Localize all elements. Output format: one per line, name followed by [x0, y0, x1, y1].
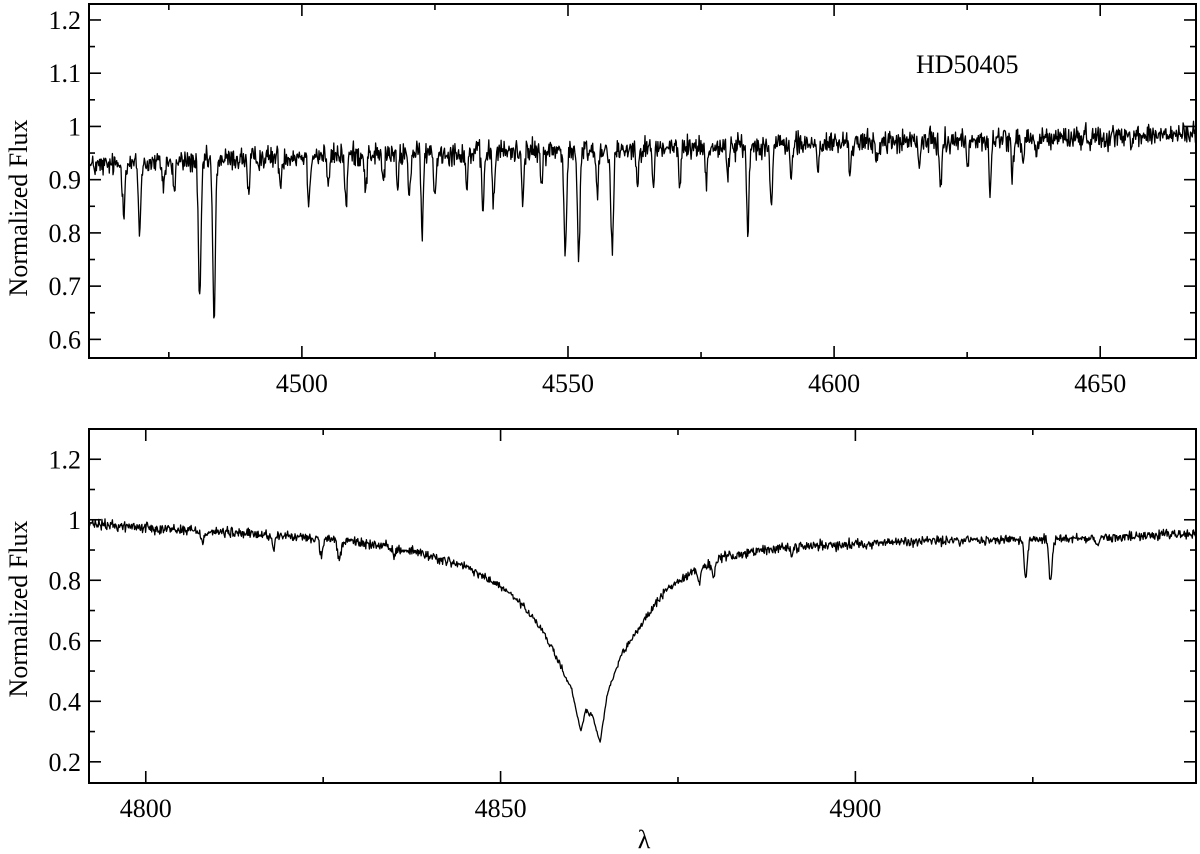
- y-tick-label: 1: [68, 112, 81, 141]
- y-tick-label: 1: [68, 506, 81, 535]
- bottom-panel: Normalized Flux λ 4800 4850 4900 0.2 0.4 0.6 0…: [4, 428, 1197, 854]
- plot-frame: [88, 3, 1197, 359]
- bottom-panel-ylabel: Normalized Flux: [4, 521, 33, 698]
- x-tick-label: 4650: [1074, 369, 1126, 398]
- bottom-panel-xlabel: λ: [638, 825, 651, 854]
- x-tick-label: 4850: [475, 794, 527, 823]
- y-tick-label: 0.8: [49, 566, 82, 595]
- x-tick-label: 4600: [808, 369, 860, 398]
- y-tick-label: 1.2: [49, 6, 82, 35]
- y-tick-label: 0.2: [49, 748, 82, 777]
- x-tick-label: 4800: [120, 794, 172, 823]
- y-tick-label: 0.9: [49, 166, 82, 195]
- x-tick-label: 4500: [276, 369, 328, 398]
- x-tick-label: 4550: [542, 369, 594, 398]
- y-tick-label: 1.2: [49, 445, 82, 474]
- star-name-annotation: HD50405: [916, 50, 1019, 79]
- y-tick-label: 1.1: [49, 59, 82, 88]
- spectrum-line: [89, 120, 1196, 319]
- top-panel-ylabel: Normalized Flux: [4, 120, 33, 297]
- y-tick-label: 0.4: [49, 687, 82, 716]
- y-tick-label: 0.6: [49, 325, 82, 354]
- plot-frame: [88, 428, 1197, 784]
- y-tick-label: 0.6: [49, 627, 82, 656]
- y-tick-label: 0.8: [49, 219, 82, 248]
- y-tick-label: 0.7: [49, 272, 82, 301]
- top-panel: HD50405 Normalized Flux 4500 4550 4600 4650…: [4, 3, 1197, 398]
- x-tick-label: 4900: [829, 794, 881, 823]
- spectrum-line: [89, 518, 1196, 743]
